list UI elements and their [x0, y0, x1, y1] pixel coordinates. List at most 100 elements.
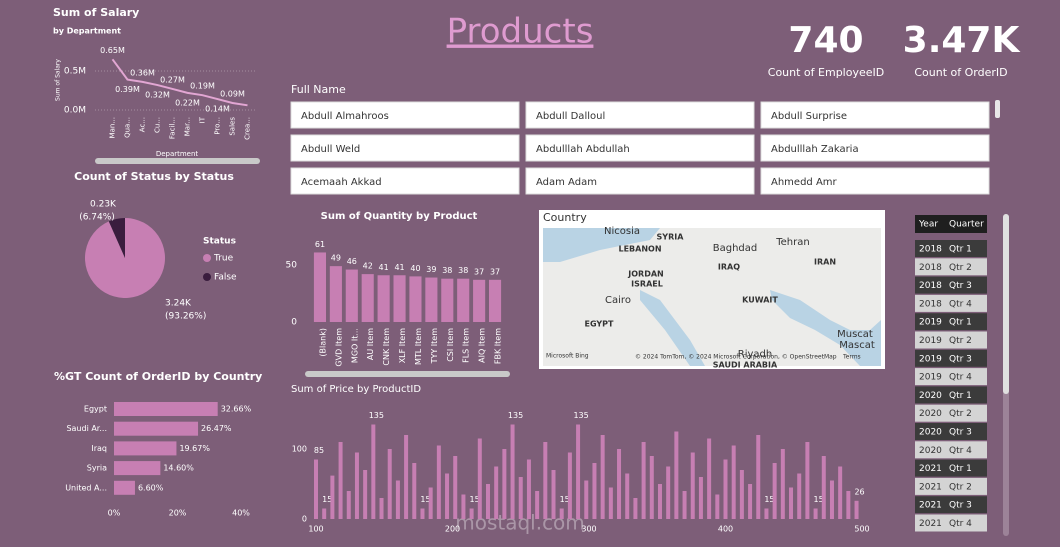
bar: [425, 277, 438, 322]
slicer-item-label: Acemaah Akkad: [301, 177, 382, 188]
bar: [114, 480, 135, 495]
bar: [436, 445, 441, 519]
bar: [346, 491, 351, 519]
slicer-item[interactable]: [760, 134, 990, 162]
table-row[interactable]: [915, 276, 987, 294]
x-tick-label: CSI Item: [446, 328, 455, 362]
table-row[interactable]: [915, 331, 987, 349]
chart-title: Sum of Salary: [53, 6, 139, 19]
bar: [469, 508, 474, 519]
x-tick-label: AIQ Item: [478, 328, 487, 363]
legend-marker: [203, 254, 211, 262]
table-row[interactable]: [915, 459, 987, 477]
bar: [404, 435, 409, 519]
bar: [526, 459, 531, 519]
table-row[interactable]: [915, 404, 987, 422]
map-label: JORDAN: [627, 270, 663, 279]
card-value: 740: [788, 20, 863, 61]
scrollbar[interactable]: [305, 371, 510, 377]
bar: [114, 461, 161, 476]
data-label: 3.24K: [165, 299, 192, 309]
slicer-item[interactable]: [760, 101, 990, 129]
map-label: Cairo: [605, 295, 631, 306]
slicer-item[interactable]: [760, 167, 990, 195]
table-row[interactable]: [915, 441, 987, 459]
y-tick-label: 0: [302, 515, 307, 524]
slicer-item[interactable]: [525, 101, 755, 129]
table-cell: 2018: [919, 245, 942, 255]
bar: [829, 480, 834, 519]
bar: [488, 279, 502, 322]
table-cell: Qtr 4: [949, 299, 972, 309]
slicer-item[interactable]: [290, 101, 520, 129]
table-cell: Qtr 2: [949, 482, 972, 492]
data-label: 15: [420, 495, 430, 504]
card-value: 3.47K: [903, 20, 1021, 61]
bar: [739, 470, 744, 519]
table-row[interactable]: [915, 477, 987, 495]
bar: [502, 449, 507, 519]
y-tick-label: Saudi Ar...: [66, 424, 107, 433]
bar: [453, 456, 458, 519]
table-row[interactable]: [915, 349, 987, 367]
bar: [322, 508, 327, 519]
slicer-item[interactable]: [525, 167, 755, 195]
table-row[interactable]: [915, 294, 987, 312]
bar: [674, 431, 679, 519]
x-tick-label: FLS Item: [462, 328, 471, 363]
slicer-item[interactable]: [525, 134, 755, 162]
x-tick-label: MGO It...: [350, 328, 359, 363]
bar: [395, 480, 400, 519]
x-tick-label: 500: [854, 525, 869, 534]
y-tick-label: 100: [292, 445, 307, 454]
y-tick-label: 0: [291, 318, 297, 328]
x-tick-label: Pro...: [214, 117, 222, 135]
table-row[interactable]: [915, 240, 987, 257]
page-title: Products: [447, 12, 594, 52]
bar: [707, 438, 712, 519]
card-label: Count of EmployeeID: [768, 66, 884, 79]
slicer-item[interactable]: [290, 167, 520, 195]
scrollbar[interactable]: [1003, 214, 1009, 394]
bar: [559, 508, 564, 519]
bar: [535, 491, 540, 519]
table-row[interactable]: [915, 258, 987, 276]
slicer-item[interactable]: [290, 134, 520, 162]
table-cell: Qtr 2: [949, 409, 972, 419]
table-cell: Qtr 1: [949, 464, 972, 474]
bar: [477, 438, 482, 519]
map-label: EGYPT: [585, 320, 615, 329]
data-label: 0.19M: [190, 82, 215, 91]
data-label: 26.47%: [201, 424, 232, 433]
data-label: 15: [560, 495, 570, 504]
x-tick-label: GVD Item: [334, 328, 343, 367]
table-cell: Qtr 2: [949, 263, 972, 273]
table-row[interactable]: [915, 423, 987, 440]
table-row[interactable]: [915, 313, 987, 331]
y-tick-label: 0.0M: [64, 106, 86, 116]
table-cell: Qtr 1: [949, 391, 972, 401]
x-tick-label: TYY Item: [430, 328, 439, 365]
bar: [690, 452, 695, 519]
table-row[interactable]: [915, 514, 987, 532]
map-title: Country: [543, 211, 587, 224]
scrollbar[interactable]: [95, 158, 260, 164]
table-header: [915, 215, 987, 233]
bar: [330, 475, 335, 519]
map-label: Baghdad: [713, 243, 758, 254]
table-row[interactable]: [915, 496, 987, 514]
y-tick-label: United A...: [65, 483, 107, 492]
data-label: 38: [442, 266, 452, 275]
bar: [329, 266, 342, 322]
scrollbar[interactable]: [995, 100, 1000, 118]
bar: [641, 442, 646, 519]
map-label: IRAQ: [718, 263, 740, 272]
data-label: 0.39M: [115, 85, 140, 94]
table-row[interactable]: [915, 386, 987, 404]
bar: [567, 452, 572, 519]
map-brand: Microsoft Bing: [546, 353, 589, 360]
map-label: Mascat: [839, 340, 875, 351]
table-row[interactable]: [915, 368, 987, 386]
x-tick-label: CNK Item: [382, 328, 391, 366]
data-label: 135: [573, 411, 588, 420]
